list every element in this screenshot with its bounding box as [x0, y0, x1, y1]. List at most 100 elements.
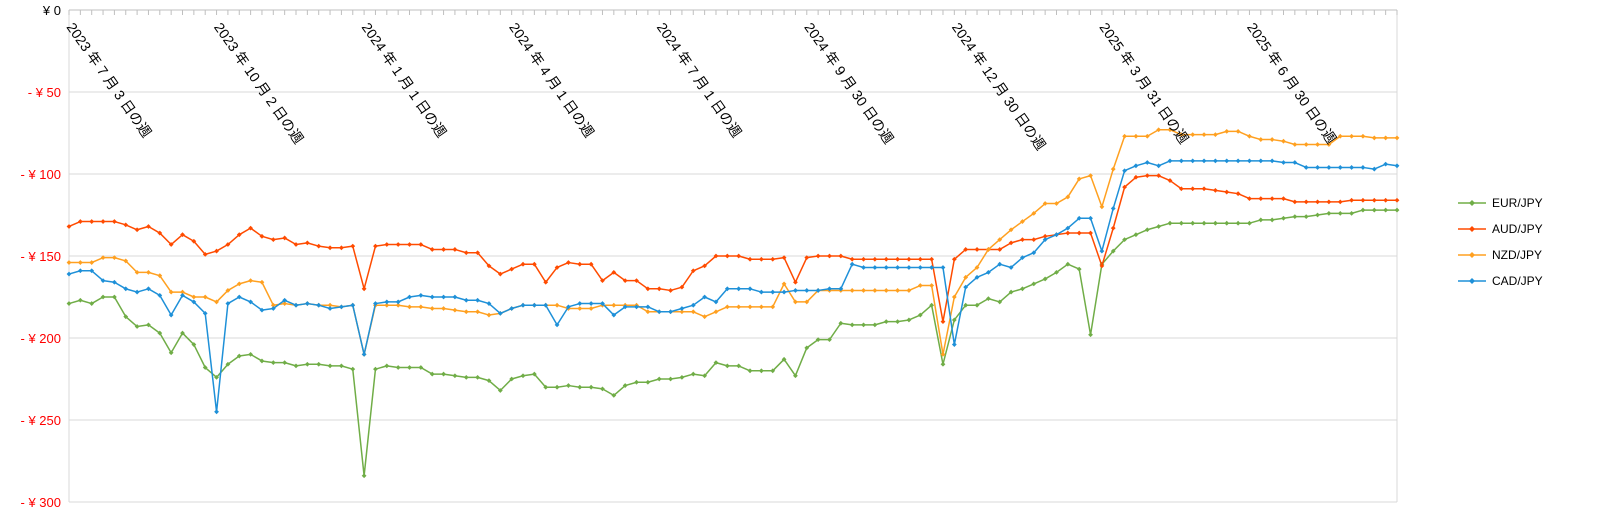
data-point — [1383, 207, 1389, 213]
data-point — [1122, 133, 1127, 139]
data-point — [1076, 176, 1082, 182]
data-point — [906, 288, 912, 293]
data-point — [827, 337, 832, 343]
data-point — [736, 253, 742, 259]
data-point — [1349, 133, 1354, 139]
data-point — [793, 373, 798, 379]
data-point — [77, 260, 83, 265]
data-point — [373, 301, 378, 306]
data-point — [1360, 207, 1366, 213]
data-point — [588, 301, 594, 306]
data-point — [951, 294, 957, 300]
data-point — [645, 304, 651, 310]
data-point — [872, 322, 878, 328]
data-point — [236, 281, 242, 287]
data-point — [758, 368, 764, 374]
data-point — [1258, 137, 1264, 142]
data-point — [293, 363, 299, 369]
data-point — [316, 302, 322, 308]
data-point — [963, 302, 969, 308]
data-point — [146, 322, 151, 328]
gridlines — [69, 9, 1397, 503]
data-point — [123, 314, 129, 320]
y-axis-tick-labels: ¥ 0 - ¥ 50 - ¥ 100 - ¥ 150 - ¥ 200 - ¥ 250 - ¥… — [21, 3, 61, 510]
series-nzd-jpy — [66, 127, 1400, 357]
data-point — [634, 379, 639, 385]
data-point — [1235, 191, 1241, 197]
data-point — [1292, 214, 1298, 220]
data-point — [838, 253, 844, 259]
data-point — [282, 235, 288, 241]
data-point — [327, 245, 333, 251]
data-point — [1178, 220, 1184, 226]
data-point — [577, 261, 583, 267]
data-point — [202, 294, 208, 300]
data-point — [146, 270, 151, 275]
data-point — [1031, 237, 1037, 242]
data-point — [1190, 158, 1196, 164]
x-tick-label: 2024 年 9 月 30 日の週 — [801, 20, 897, 147]
data-point — [974, 274, 980, 280]
data-point — [168, 350, 174, 356]
data-point — [293, 302, 299, 308]
data-point — [600, 386, 605, 392]
data-point — [339, 363, 344, 369]
data-point — [702, 263, 708, 269]
data-point — [566, 383, 571, 388]
data-point — [1020, 286, 1025, 292]
data-point — [1349, 165, 1354, 170]
data-point — [168, 242, 174, 247]
x-tick-label: 2023 年 7 月 3 日の週 — [64, 20, 155, 141]
data-point — [407, 294, 412, 300]
data-point — [497, 311, 503, 316]
data-point — [1281, 160, 1286, 165]
data-point — [724, 304, 730, 310]
data-point — [861, 322, 866, 328]
data-point — [191, 342, 197, 347]
data-point — [1201, 220, 1207, 226]
data-point — [361, 473, 367, 479]
data-point — [1110, 225, 1116, 231]
data-point — [407, 365, 412, 370]
data-point — [1315, 165, 1320, 170]
data-point — [566, 260, 571, 265]
data-point — [793, 299, 798, 305]
data-point — [1054, 201, 1059, 206]
series-lines — [66, 127, 1400, 479]
data-point — [1201, 186, 1207, 192]
data-point — [929, 302, 935, 308]
data-point — [1178, 158, 1184, 164]
data-point — [827, 253, 832, 259]
y-tick-label: ¥ 0 — [42, 3, 61, 18]
data-point — [1326, 142, 1332, 147]
data-point — [804, 299, 810, 305]
data-point — [1371, 135, 1377, 141]
data-point — [736, 363, 742, 369]
data-point — [747, 286, 753, 292]
data-point — [134, 324, 140, 329]
data-point — [259, 307, 265, 313]
data-point — [963, 247, 969, 252]
data-point — [1292, 199, 1298, 205]
data-point — [906, 317, 912, 323]
data-point — [1088, 215, 1093, 221]
data-point — [327, 302, 333, 308]
data-point — [1394, 197, 1400, 203]
data-point — [1065, 261, 1071, 267]
data-point — [350, 243, 356, 249]
data-point — [895, 265, 900, 270]
data-point — [1224, 128, 1230, 134]
data-point — [940, 352, 946, 357]
data-point — [656, 376, 662, 382]
data-point — [214, 248, 219, 254]
legend-label: AUD/JPY — [1492, 222, 1543, 236]
data-point — [1167, 158, 1173, 164]
data-point — [1235, 128, 1241, 134]
data-point — [429, 247, 435, 252]
data-point — [770, 368, 776, 374]
data-point — [66, 301, 72, 306]
legend-label: NZD/JPY — [1492, 248, 1542, 262]
data-point — [1315, 199, 1320, 205]
data-point — [270, 302, 276, 308]
data-point — [1076, 215, 1082, 221]
